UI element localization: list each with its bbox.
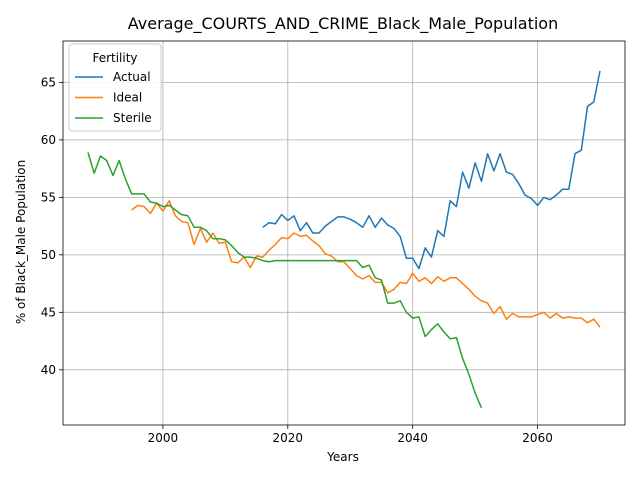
series-line-ideal [131, 200, 601, 328]
x-tick-label: 2000 [148, 431, 179, 445]
legend: Fertility Actual Ideal Sterile [68, 43, 162, 132]
plot-frame [62, 40, 626, 426]
y-tick-label: 60 [41, 133, 56, 147]
legend-title: Fertility [92, 51, 137, 65]
x-tick-label: 2060 [522, 431, 553, 445]
x-axis-ticks: 2000 2020 2040 2060 [148, 425, 553, 445]
series-lines [87, 70, 601, 409]
x-tick-label: 2040 [397, 431, 428, 445]
y-tick-label: 50 [41, 248, 56, 262]
legend-label-ideal: Ideal [113, 91, 142, 105]
legend-entries: Actual Ideal Sterile [75, 70, 152, 125]
y-tick-label: 55 [41, 190, 56, 204]
x-axis-label: Years [326, 450, 359, 464]
y-tick-label: 45 [41, 305, 56, 319]
legend-box [68, 43, 162, 132]
series-line-sterile [87, 152, 483, 409]
gridlines [63, 41, 625, 425]
y-axis-label: % of Black_Male Population [14, 160, 28, 324]
y-tick-label: 65 [41, 75, 56, 89]
y-axis-ticks: 40 45 50 55 60 65 [41, 75, 63, 377]
legend-label-sterile: Sterile [113, 111, 152, 125]
chart-title: Average_COURTS_AND_CRIME_Black_Male_Popu… [128, 14, 558, 34]
x-tick-label: 2020 [273, 431, 304, 445]
legend-label-actual: Actual [113, 70, 151, 84]
y-tick-label: 40 [41, 363, 56, 377]
series-line-actual [262, 70, 601, 270]
